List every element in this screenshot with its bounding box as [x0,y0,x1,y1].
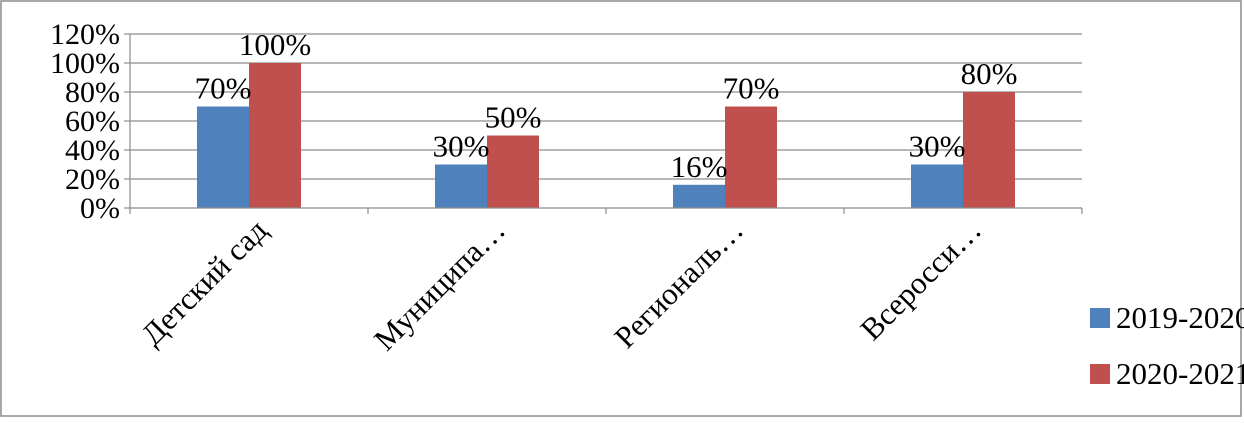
data-label: 30% [433,129,490,164]
axes [124,33,1083,214]
y-tick-label: 100% [50,47,120,80]
bar-2019-2020 [911,164,963,208]
bars [197,63,1015,208]
data-label: 80% [961,56,1018,91]
y-tick-label: 0% [80,192,120,225]
bar-2020-2021 [725,106,777,208]
data-labels: 70%100%30%50%16%70%30%80% [195,27,1018,184]
y-tick-label: 120% [50,18,120,51]
bar-2019-2020 [197,106,249,208]
y-tick-label: 60% [65,105,120,138]
data-label: 16% [671,149,728,184]
bar-2020-2021 [963,92,1015,208]
bar-2019-2020 [673,184,725,208]
y-tick-labels: 0%20%40%60%80%100%120% [50,18,120,225]
legend-swatch [1090,364,1110,384]
legend: 2019-2020 2020-2021 [1090,300,1244,391]
bar-2020-2021 [249,63,301,208]
legend-label: 2020-2021 [1116,356,1244,391]
bar-2019-2020 [435,164,487,208]
y-tick-label: 80% [65,76,120,109]
legend-swatch [1090,308,1110,328]
data-label: 100% [239,27,311,62]
data-label: 70% [195,71,252,106]
data-label: 30% [909,129,966,164]
data-label: 70% [723,71,780,106]
y-tick-label: 20% [65,163,120,196]
y-tick-label: 40% [65,134,120,167]
bar-2020-2021 [487,135,539,208]
data-label: 50% [485,100,542,135]
legend-label: 2019-2020 [1116,300,1244,335]
